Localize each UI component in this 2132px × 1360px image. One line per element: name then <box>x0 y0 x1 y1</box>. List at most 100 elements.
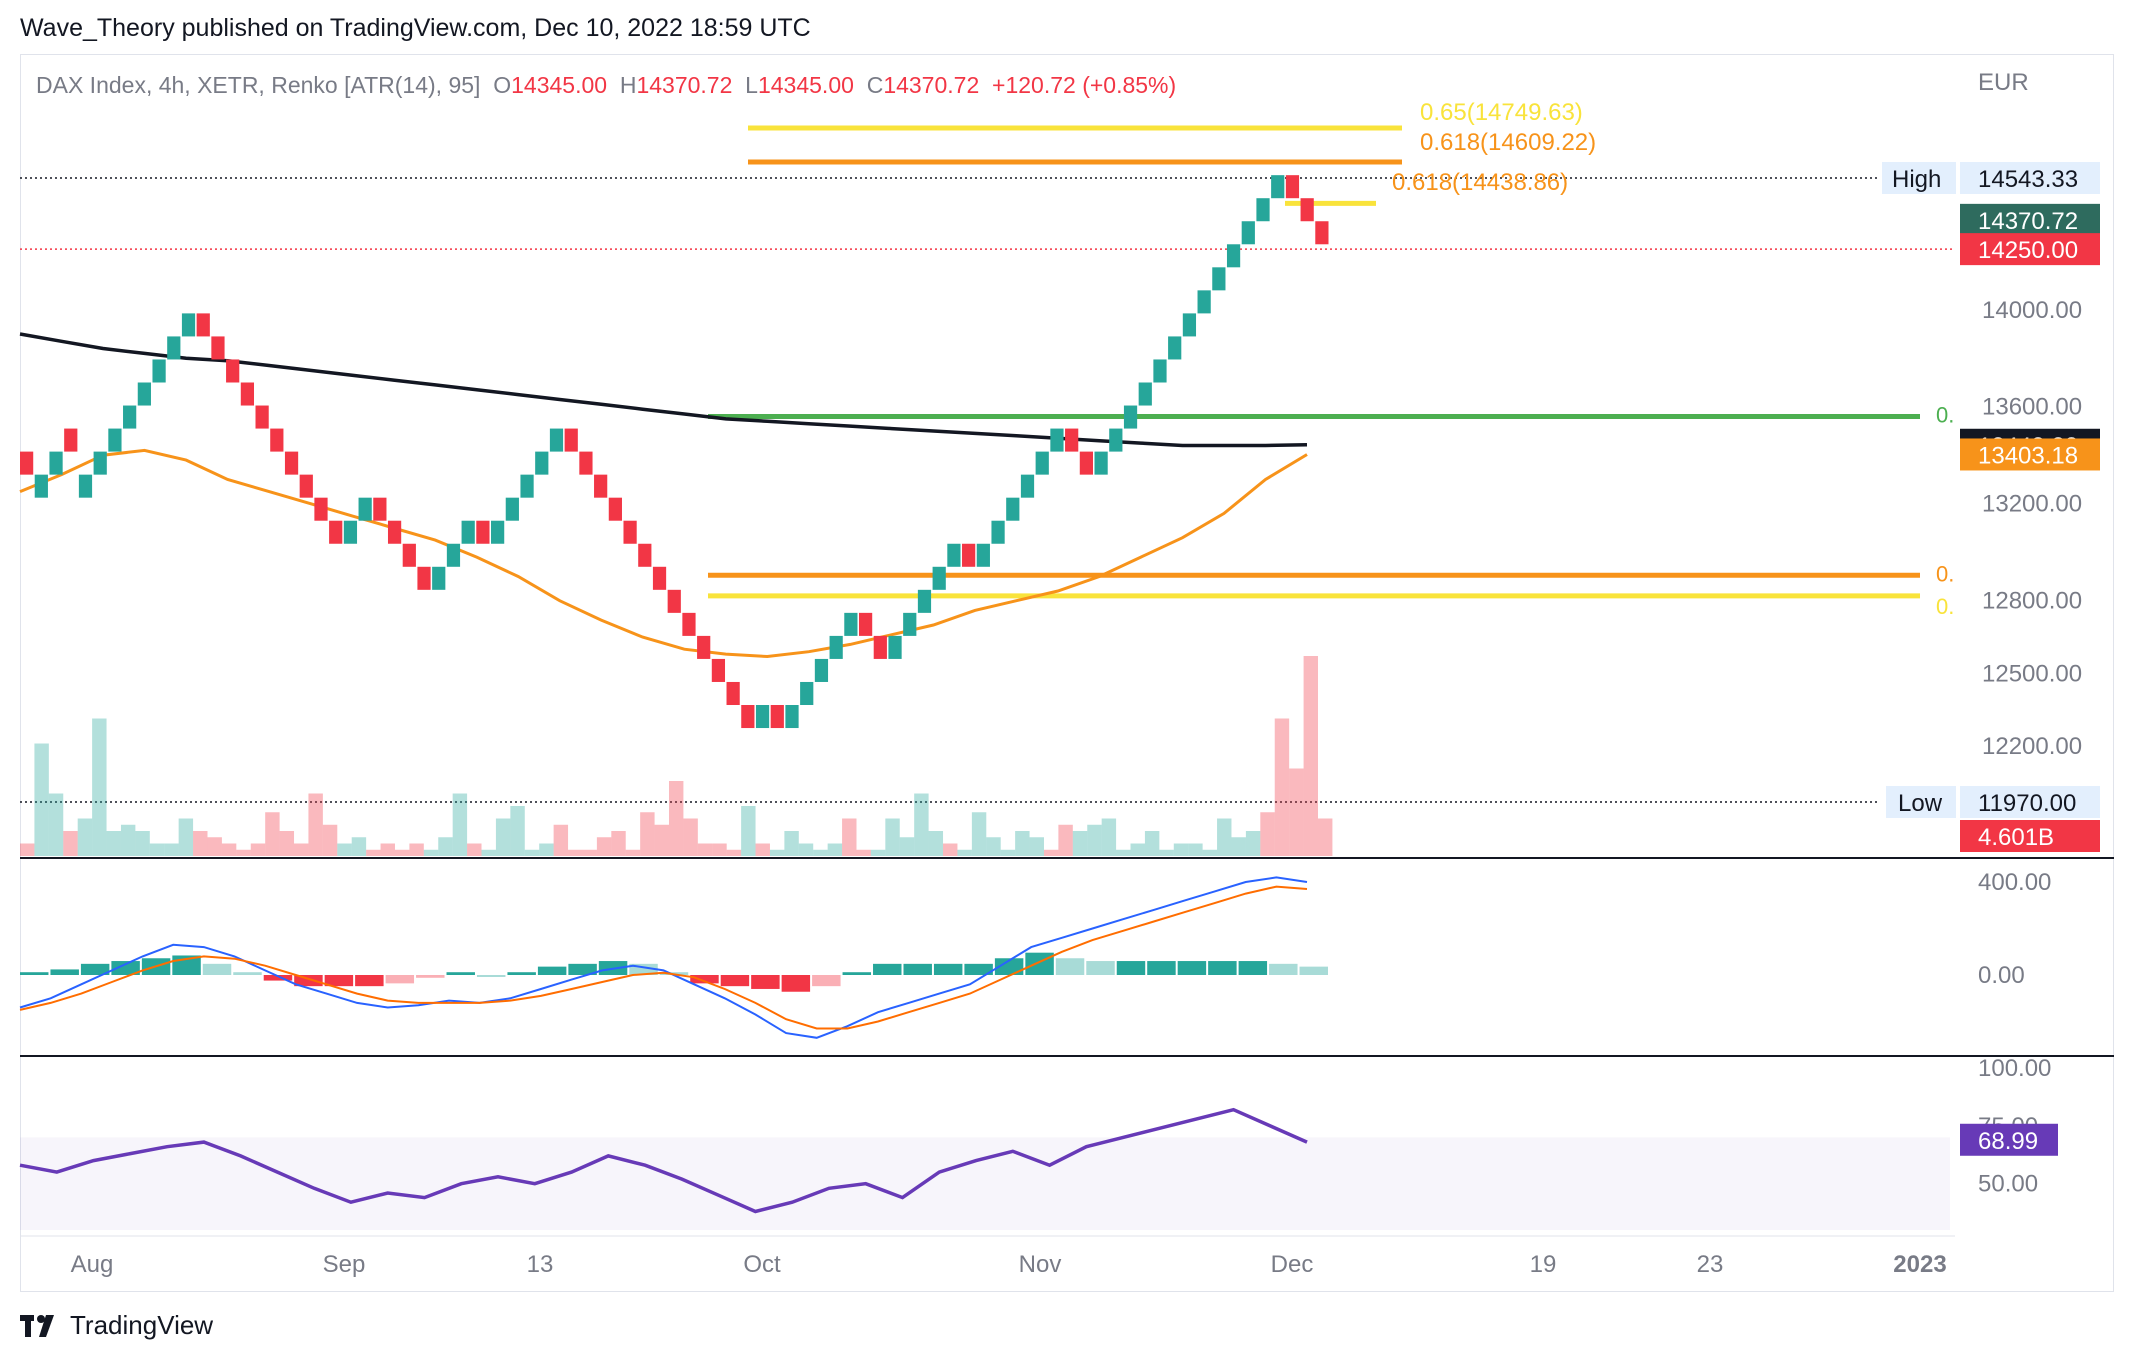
volume-bar <box>308 793 323 856</box>
time-tick-label: Dec <box>1271 1251 1314 1278</box>
volume-bar <box>366 849 381 856</box>
volume-bar <box>135 831 150 856</box>
volume-bar <box>337 843 352 856</box>
volume-bar <box>438 837 453 856</box>
macd-histogram-bar <box>385 975 415 984</box>
macd-histogram-bar <box>20 972 49 975</box>
macd-histogram-bar <box>781 975 811 992</box>
volume-bar <box>1217 818 1232 856</box>
rsi-tick-label: 50.00 <box>1978 1171 2038 1198</box>
rsi-band <box>20 1137 1950 1230</box>
volume-bar <box>1202 849 1218 856</box>
volume-bar <box>106 831 121 856</box>
footer-brand[interactable]: TradingView <box>20 1310 213 1341</box>
volume-bar <box>986 837 1001 856</box>
price-tag: 4.601B <box>1978 824 2054 851</box>
macd-histogram-bar <box>416 975 445 978</box>
volume-bar <box>726 849 742 856</box>
macd-histogram-bar <box>263 975 293 981</box>
volume-bar <box>553 824 569 856</box>
low-label-bg <box>1886 786 1956 818</box>
low-value-bg <box>1960 786 2100 818</box>
renko-brick-up <box>137 382 151 406</box>
renko-brick-down <box>594 474 608 498</box>
renko-brick-up <box>814 658 829 682</box>
renko-brick-up <box>991 520 1005 544</box>
rsi-value-tag-bg <box>1960 1123 2058 1156</box>
macd-line <box>19 876 1308 1039</box>
price-tick-label: 12800.00 <box>1982 588 2082 615</box>
price-tag-bg <box>1960 820 2100 852</box>
volume-bar <box>798 843 814 856</box>
volume-bar <box>1159 849 1174 856</box>
renko-brick-down <box>329 520 343 544</box>
renko-brick-down <box>476 520 490 544</box>
macd-signal-line <box>19 885 1308 1030</box>
volume-bar <box>221 843 237 856</box>
renko-brick-up <box>167 336 181 360</box>
time-tick-label: Aug <box>71 1251 114 1278</box>
renko-brick-up <box>1020 474 1035 498</box>
renko-brick-up <box>932 566 946 590</box>
macd-histogram-bar <box>903 963 932 975</box>
volume-bar <box>1101 818 1117 856</box>
price-tag: 14250.00 <box>1978 237 2078 264</box>
volume-bar <box>1231 837 1246 856</box>
volume-bar <box>207 837 222 856</box>
price-tag-bg <box>1960 438 2100 471</box>
volume-bar <box>712 843 727 856</box>
renko-brick-down <box>726 681 740 706</box>
renko-brick-down <box>1300 198 1314 222</box>
renko-brick-down <box>962 543 976 567</box>
price-tag-bg <box>1960 203 2100 236</box>
macd-tick-label: 400.00 <box>1978 869 2051 896</box>
renko-brick-up <box>888 635 902 659</box>
high-value: 14543.33 <box>1978 166 2078 193</box>
volume-bar <box>1130 843 1145 856</box>
renko-brick-up <box>1212 267 1226 291</box>
time-tick-label: Nov <box>1019 1251 1062 1278</box>
currency-label: EUR <box>1978 69 2029 96</box>
renko-brick-up <box>1241 221 1255 245</box>
tradingview-logo-icon <box>20 1314 54 1337</box>
legend-symbol: DAX Index, 4h, XETR, Renko [ATR(14), 95] <box>36 72 481 98</box>
volume-bar <box>92 718 107 856</box>
volume-bar <box>294 843 309 856</box>
volume-bar <box>178 818 194 856</box>
volume-bar <box>149 843 165 856</box>
price-tick-label: 12500.00 <box>1982 660 2082 687</box>
volume-bar <box>1000 849 1016 856</box>
macd-histogram-bar <box>720 975 750 987</box>
macd-histogram-bar <box>324 975 354 987</box>
volume-bar <box>279 831 295 856</box>
renko-brick-up <box>78 474 93 498</box>
renko-brick-down <box>770 705 784 729</box>
volume-bar <box>1303 656 1318 856</box>
volume-bar <box>1043 849 1059 856</box>
renko-brick-down <box>564 428 578 452</box>
price-tick-label: 12200.00 <box>1982 733 2082 760</box>
renko-brick-down <box>858 612 873 636</box>
renko-brick-down <box>314 497 328 521</box>
price-tick-label: 13200.00 <box>1982 491 2082 518</box>
renko-brick-up <box>1271 175 1285 199</box>
volume-bar <box>1260 812 1275 856</box>
renko-brick-up <box>358 497 372 521</box>
renko-brick-up <box>1035 451 1049 475</box>
volume-bar <box>48 793 64 856</box>
macd-histogram-bar <box>202 963 232 975</box>
price-tick-label: 13600.00 <box>1982 394 2082 421</box>
renko-brick-down <box>1285 175 1300 199</box>
price-tag-bg <box>1960 233 2100 266</box>
volume-bar <box>452 793 468 856</box>
volume-bar <box>1274 718 1290 856</box>
time-tick-label: Sep <box>323 1251 366 1278</box>
volume-bar <box>481 849 496 856</box>
volume-bar <box>77 818 93 856</box>
rsi-value-tag: 68.99 <box>1978 1128 2038 1155</box>
volume-bar <box>596 837 612 856</box>
volume-bar <box>265 812 280 856</box>
macd-histogram-bar <box>507 972 536 975</box>
renko-brick-down <box>196 313 210 337</box>
